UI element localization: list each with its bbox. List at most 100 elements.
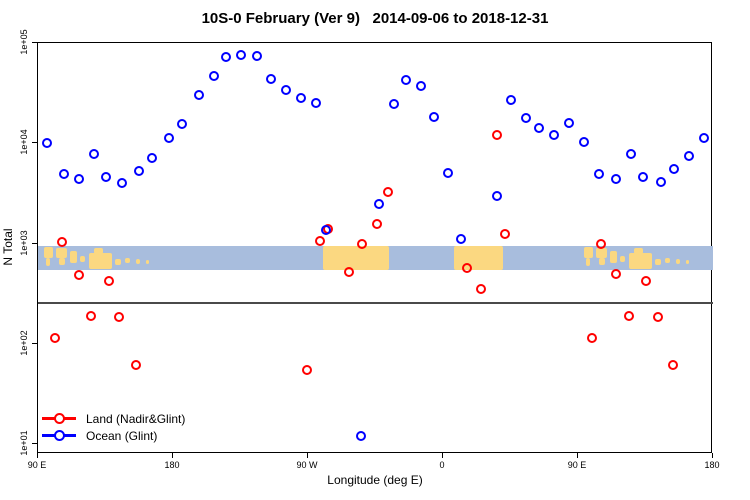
ocean-data-point bbox=[492, 191, 502, 202]
land-data-point bbox=[499, 229, 510, 240]
y-axis-tick bbox=[32, 142, 37, 144]
land-data-point bbox=[57, 237, 67, 248]
ocean-data-point bbox=[669, 164, 679, 175]
land-data-point bbox=[652, 311, 663, 322]
ocean-data-point bbox=[610, 173, 621, 184]
land-data-point bbox=[475, 283, 486, 294]
y-axis-label: N Total bbox=[1, 228, 15, 266]
map-band-land-patch bbox=[584, 247, 593, 258]
map-band-land-patch bbox=[45, 258, 50, 267]
ocean-data-point bbox=[133, 166, 144, 177]
ocean-data-point bbox=[534, 123, 544, 134]
ocean-data-point bbox=[442, 167, 453, 178]
y-axis-tick-label: 1e+04 bbox=[19, 129, 29, 155]
y-axis-tick-label: 1e+01 bbox=[19, 430, 29, 456]
map-band-land-patch bbox=[453, 246, 503, 270]
plot-area: Land (Nadir&Glint) Ocean (Glint) bbox=[37, 42, 713, 453]
ocean-data-point bbox=[373, 199, 384, 210]
ocean-data-point bbox=[429, 112, 439, 123]
land-data-point bbox=[357, 238, 367, 249]
x-axis-tick-label: 180 bbox=[704, 460, 720, 470]
map-band-land-patch bbox=[44, 247, 53, 258]
map-band-land-patch bbox=[323, 246, 389, 270]
chart-title: 10S-0 February (Ver 9) 2014-09-06 to 201… bbox=[201, 10, 549, 27]
ocean-data-point bbox=[520, 113, 531, 124]
land-data-point bbox=[315, 235, 325, 246]
legend-label: Ocean (Glint) bbox=[86, 428, 158, 443]
x-axis-tick-label: 0 bbox=[439, 460, 445, 470]
land-data-point bbox=[49, 332, 60, 343]
map-band-land-patch bbox=[633, 247, 643, 255]
land-data-point bbox=[595, 238, 606, 249]
ocean-data-point bbox=[637, 172, 648, 183]
y-axis-tick bbox=[32, 342, 37, 344]
ocean-data-point bbox=[699, 133, 709, 144]
land-data-point bbox=[610, 268, 621, 279]
legend-marker-icon bbox=[42, 413, 76, 424]
ocean-data-point bbox=[58, 169, 69, 180]
land-data-point bbox=[586, 332, 597, 343]
ocean-data-point bbox=[321, 225, 331, 236]
ocean-data-point bbox=[388, 99, 399, 110]
x-axis-label: Longitude (deg E) bbox=[327, 473, 423, 487]
legend-label: Land (Nadir&Glint) bbox=[86, 411, 186, 426]
legend: Land (Nadir&Glint) Ocean (Glint) bbox=[42, 410, 185, 444]
x-axis-tick-label: 90 E bbox=[567, 460, 587, 470]
land-data-point bbox=[343, 266, 354, 277]
land-data-point bbox=[667, 359, 678, 370]
legend-marker-icon bbox=[42, 430, 76, 441]
land-data-point bbox=[73, 269, 84, 280]
map-band-land-patch bbox=[69, 250, 77, 263]
ocean-data-point bbox=[163, 133, 174, 144]
ocean-data-point bbox=[208, 70, 219, 81]
x-axis-tick bbox=[712, 453, 713, 458]
ocean-data-point bbox=[594, 169, 604, 180]
ocean-data-point bbox=[220, 52, 231, 63]
x-axis-tick-label: 180 bbox=[164, 460, 180, 470]
map-band-land-patch bbox=[675, 259, 680, 264]
x-axis-tick-label: 90 E bbox=[27, 460, 47, 470]
land-data-point bbox=[640, 275, 651, 286]
map-band-land-patch bbox=[93, 247, 103, 255]
map-band-land-patch bbox=[654, 259, 661, 266]
map-band-land-patch bbox=[585, 258, 590, 267]
y-axis-tick bbox=[32, 443, 37, 444]
map-band-land-patch bbox=[686, 260, 689, 264]
map-band-land-patch bbox=[89, 253, 112, 269]
ocean-data-point bbox=[265, 73, 276, 84]
x-axis-tick-label: 90 W bbox=[296, 460, 318, 470]
ocean-data-point bbox=[456, 234, 466, 245]
ocean-data-point bbox=[625, 148, 636, 159]
land-data-point bbox=[85, 310, 96, 321]
ocean-data-point bbox=[655, 177, 666, 188]
map-band-land-patch bbox=[665, 258, 670, 263]
map-band-land-patch bbox=[80, 255, 85, 262]
ocean-data-point bbox=[579, 137, 589, 148]
ocean-data-point bbox=[193, 90, 204, 101]
x-axis-tick bbox=[577, 453, 578, 458]
ocean-data-point bbox=[252, 51, 262, 62]
ocean-data-point bbox=[549, 130, 559, 141]
x-axis-tick bbox=[442, 453, 443, 458]
map-band-land-patch bbox=[114, 259, 121, 266]
ocean-data-point bbox=[235, 49, 246, 60]
y-axis-tick-label: 1e+03 bbox=[19, 229, 29, 256]
ocean-data-point bbox=[505, 95, 516, 105]
ocean-data-point bbox=[88, 148, 99, 159]
y-axis-tick-label: 1e+05 bbox=[19, 29, 29, 55]
legend-item: Land (Nadir&Glint) bbox=[42, 410, 185, 427]
ocean-data-point bbox=[177, 119, 187, 130]
map-band-land-patch bbox=[599, 258, 605, 266]
land-data-point bbox=[624, 310, 634, 321]
map-band-land-patch bbox=[125, 258, 130, 263]
land-data-point bbox=[382, 187, 393, 198]
legend-item: Ocean (Glint) bbox=[42, 427, 185, 444]
ocean-data-point bbox=[147, 153, 157, 164]
land-data-point bbox=[114, 311, 124, 322]
land-data-point bbox=[372, 219, 382, 230]
land-data-point bbox=[301, 364, 312, 375]
x-axis-tick bbox=[307, 453, 308, 458]
land-data-point bbox=[492, 130, 502, 141]
ocean-data-point bbox=[310, 98, 321, 109]
